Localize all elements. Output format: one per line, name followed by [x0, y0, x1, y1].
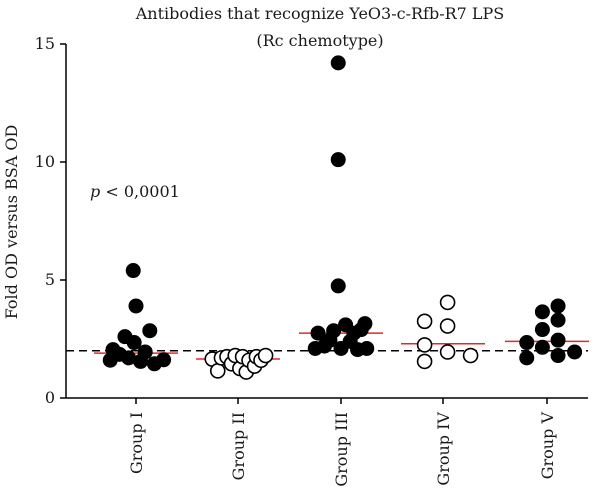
data-point-filled [519, 350, 535, 366]
data-point-filled [519, 335, 535, 351]
data-point-open [439, 344, 456, 360]
data-point-open [416, 353, 433, 370]
data-point-filled [330, 55, 346, 71]
data-point-filled [125, 263, 141, 279]
y-tick-label: 5 [45, 270, 55, 289]
x-tick-label: Group III [332, 412, 351, 487]
y-axis-label: Fold OD versus BSA OD [2, 125, 21, 320]
data-point-filled [126, 335, 142, 351]
data-point-filled [330, 278, 346, 294]
data-point-filled [534, 322, 550, 338]
data-point-filled [534, 339, 550, 355]
data-point-open [257, 347, 274, 364]
data-point-filled [128, 298, 144, 314]
data-point-open [439, 318, 456, 334]
data-point-filled [567, 344, 583, 360]
data-point-open [462, 347, 479, 364]
data-point-filled [142, 323, 158, 339]
x-tick-label: Group V [538, 412, 557, 480]
y-tick-label: 0 [45, 388, 55, 407]
data-point-filled [330, 152, 346, 168]
data-point-filled [137, 344, 153, 360]
data-point-filled [550, 332, 566, 348]
chart-title: Antibodies that recognize YeO3-c-Rfb-R7 … [135, 4, 505, 23]
data-point-filled [550, 298, 566, 314]
data-point-open [416, 313, 433, 330]
data-point-filled [550, 348, 566, 364]
data-point-filled [310, 325, 326, 341]
p-value-text: < 0,0001 [100, 182, 180, 201]
data-point-filled [326, 323, 342, 339]
y-tick-label: 10 [35, 152, 55, 171]
data-point-open [209, 363, 226, 379]
data-point-filled [359, 340, 375, 356]
data-point-filled [156, 352, 172, 368]
axes: 0 5 10 15 [35, 34, 588, 407]
data-point-open [416, 337, 433, 353]
chart-subtitle: (Rc chemotype) [256, 31, 383, 50]
x-tick-label: Group I [127, 412, 146, 474]
y-tick-label: 15 [35, 34, 55, 53]
data-points [102, 55, 583, 380]
data-point-filled [357, 316, 373, 332]
x-tick-labels: Group I Group II Group III Group IV Group V [127, 412, 557, 487]
x-tick-label: Group IV [434, 412, 453, 486]
data-point-filled [550, 312, 566, 328]
p-value-annotation: p < 0,0001 [90, 182, 180, 201]
data-point-open [439, 294, 456, 311]
p-value-symbol: p [90, 182, 100, 201]
x-tick-label: Group II [229, 412, 248, 480]
data-point-filled [534, 304, 550, 320]
